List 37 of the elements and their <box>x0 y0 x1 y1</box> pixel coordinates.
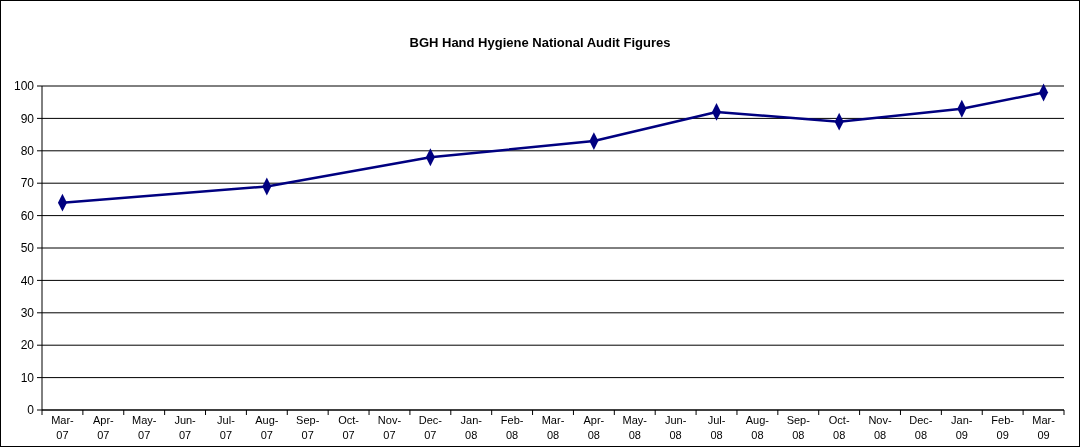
x-tick-label: Oct-08 <box>828 414 850 441</box>
x-tick-label: Jun-07 <box>174 414 197 441</box>
x-tick-label: Jan-08 <box>460 414 483 441</box>
y-tick-label: 0 <box>27 403 35 418</box>
x-tick-label: Sep-08 <box>786 414 811 441</box>
x-tick-label: Mar-08 <box>541 414 565 441</box>
y-tick-label: 100 <box>13 79 35 94</box>
y-tick-label: 40 <box>20 273 35 288</box>
x-tick-label: Oct-07 <box>338 414 360 441</box>
x-tick-label: Jul-08 <box>707 414 726 441</box>
x-tick-label: Jul-07 <box>217 414 236 441</box>
x-tick-label: Aug-07 <box>255 414 279 441</box>
y-tick-label: 50 <box>20 241 35 256</box>
y-tick-label: 70 <box>20 176 35 191</box>
x-tick-label: Nov-07 <box>377 414 402 441</box>
x-tick-label: May-08 <box>622 414 648 441</box>
x-tick-label: Apr-08 <box>583 414 605 441</box>
y-tick-label: 60 <box>20 208 35 223</box>
chart-title: BGH Hand Hygiene National Audit Figures <box>409 35 671 50</box>
y-tick-label: 20 <box>20 338 35 353</box>
x-tick-label: Jun-08 <box>664 414 687 441</box>
y-tick-label: 90 <box>20 111 35 126</box>
x-tick-label: Nov-08 <box>868 414 892 441</box>
y-tick-label: 10 <box>20 370 35 385</box>
x-tick-label: Dec-08 <box>909 414 933 441</box>
x-tick-label: Jan-09 <box>951 414 973 441</box>
x-tick-label: Dec-07 <box>418 414 443 441</box>
x-tick-label: Aug-08 <box>745 414 770 441</box>
x-tick-label: Feb-08 <box>500 414 524 441</box>
x-tick-label: Sep-07 <box>296 414 320 441</box>
x-tick-label: Mar-09 <box>1032 414 1056 441</box>
x-tick-label: Apr-07 <box>92 414 115 441</box>
y-tick-label: 80 <box>20 144 35 158</box>
y-tick-label: 30 <box>20 306 35 320</box>
x-tick-label: May-07 <box>131 414 157 441</box>
x-tick-label: Mar-07 <box>51 414 75 441</box>
x-tick-label: Feb-09 <box>991 414 1015 441</box>
